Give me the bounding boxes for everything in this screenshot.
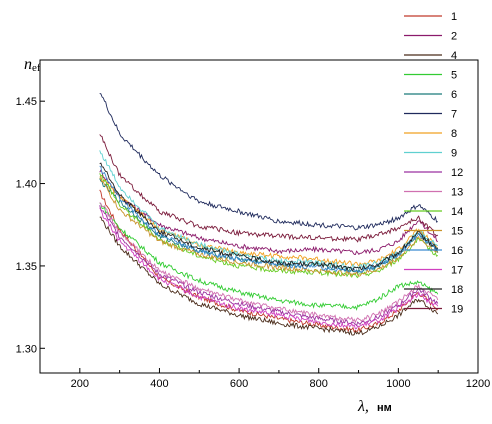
y-axis-ticks: 1.30 1.35 1.40 1.45 (16, 96, 45, 355)
legend-label: 15 (451, 226, 463, 238)
series-line-17 (99, 207, 439, 330)
legend-label: 16 (451, 245, 463, 257)
plot-lines (99, 92, 439, 336)
series-line-9 (99, 150, 439, 271)
x-tick-label: 400 (150, 378, 168, 390)
legend-label: 5 (451, 70, 457, 82)
legend-label: 9 (451, 148, 457, 160)
x-axis-ticks: 200 400 600 800 1000 1200 (39, 368, 490, 390)
legend-label: 4 (451, 50, 457, 62)
x-axis-label-unit: нм (377, 402, 392, 414)
series-line-8 (99, 177, 438, 267)
y-tick-label: 1.45 (16, 96, 37, 108)
legend-label: 18 (451, 284, 463, 296)
legend-label: 17 (451, 265, 463, 277)
series-line-5 (99, 202, 439, 311)
x-axis-label: λ, нм (357, 398, 392, 415)
series-line-19 (99, 134, 439, 243)
legend-label: 12 (451, 167, 463, 179)
x-tick-label: 800 (310, 378, 328, 390)
y-axis-label: nef (24, 56, 41, 74)
y-tick-label: 1.40 (16, 179, 37, 191)
legend-label: 7 (451, 109, 457, 121)
series-line-18 (99, 162, 439, 272)
x-axis-label-symbol: λ, (357, 398, 369, 415)
x-tick-label: 600 (230, 378, 248, 390)
y-tick-label: 1.30 (16, 343, 37, 355)
legend-label: 1 (451, 11, 457, 23)
legend-label: 19 (451, 304, 463, 316)
y-tick-label: 1.35 (16, 261, 37, 273)
legend-label: 14 (451, 206, 463, 218)
x-tick-label: 1000 (386, 378, 410, 390)
series-line-7 (99, 92, 439, 231)
series-line-2 (99, 169, 439, 256)
series-line-12 (99, 205, 439, 327)
plot-frame (39, 59, 479, 374)
legend-label: 2 (451, 31, 457, 43)
legend-label: 6 (451, 89, 457, 101)
legend-label: 13 (451, 187, 463, 199)
series-line-15 (99, 176, 438, 278)
legend-label: 8 (451, 128, 457, 140)
x-tick-label: 1200 (466, 378, 490, 390)
y-axis-label-main: n (24, 56, 32, 73)
x-tick-label: 200 (71, 378, 89, 390)
series-line-16 (99, 165, 439, 274)
series-line-4 (99, 216, 439, 336)
y-axis-label-sub: ef (32, 62, 41, 74)
series-line-13 (99, 202, 439, 324)
